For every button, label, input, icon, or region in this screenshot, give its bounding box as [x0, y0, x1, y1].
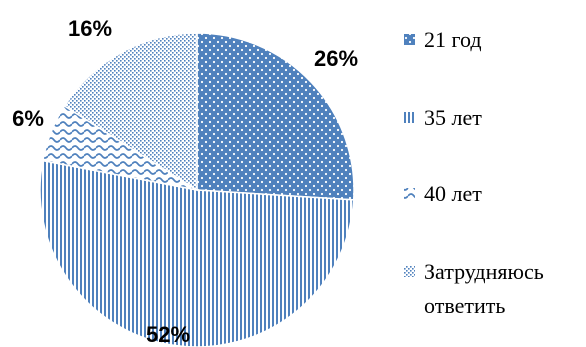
pie-slice-35-let: [39, 159, 355, 347]
legend-label-40-let: 40 лет: [424, 181, 482, 206]
pie-slices: [39, 32, 355, 347]
value-label-35-let: 52%: [146, 322, 190, 347]
legend-label-21-god: 21 год: [424, 27, 482, 52]
legend: 21 год 35 лет 40 лет Затрудняюсь ответить: [404, 27, 544, 318]
value-labels: 26% 52% 6% 16%: [12, 16, 358, 347]
pie-slice-21-god: [196, 32, 355, 201]
legend-swatch-40-let: [404, 188, 415, 199]
pie-slice-zatrudnyayus-otvetit: [63, 32, 198, 192]
value-label-40-let: 6%: [12, 106, 44, 131]
legend-label-35-let: 35 лет: [424, 105, 482, 130]
value-label-zatrudnyayus-otvetit: 16%: [68, 16, 112, 41]
legend-swatch-21-god: [404, 34, 415, 45]
value-label-21-god: 26%: [314, 46, 358, 71]
legend-swatch-35-let: [404, 112, 415, 123]
legend-swatch-zatrudnyayus-otvetit: [404, 266, 415, 277]
legend-label-zatrudnyayus-otvetit: Затрудняюсь ответить: [424, 259, 544, 318]
